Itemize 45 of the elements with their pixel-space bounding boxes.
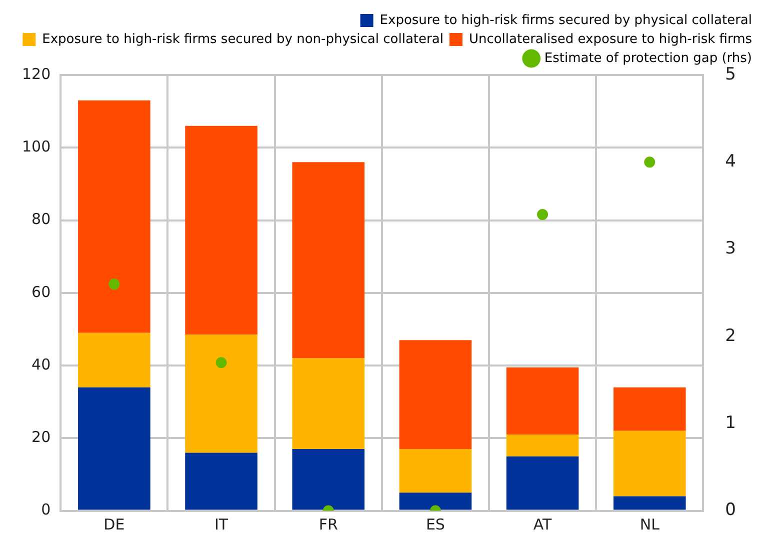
point [644,156,656,168]
y2-tick-label: 1 [725,413,736,434]
bar [506,367,579,435]
x-tick-label: ES [426,516,445,534]
y2-tick-label: 4 [725,152,736,172]
point [108,278,120,290]
y2-tick-label: 2 [725,326,736,346]
y-tick-label: 80 [32,210,51,228]
x-tick-label: IT [214,516,229,534]
bar [506,456,579,510]
bar [78,100,150,333]
legend-label: Exposure to high-risk firms secured by physical collateral [380,12,752,28]
legend-label: Estimate of protection gap (rhs) [544,50,752,66]
legend-label: Uncollateralised exposure to high-risk firms [468,32,752,47]
point [537,208,548,220]
y-tick-label: 20 [32,428,51,446]
bar [185,452,258,510]
bar [292,358,365,450]
y-tick-label: 40 [32,355,51,374]
bar [506,434,579,456]
x-tick-label: AT [533,516,553,534]
y-tick-label: 120 [22,64,51,83]
y2-tick-label: 3 [725,238,736,259]
bar [292,162,365,358]
x-tick-label: NL [640,516,660,534]
y-tick-label: 0 [41,500,51,519]
bar [613,430,686,496]
y2-tick-label: 0 [725,500,736,520]
bar [399,449,472,493]
bar [78,332,150,388]
point [216,357,227,368]
bar [399,492,472,510]
bar [399,340,472,450]
bar [613,496,686,510]
bar [292,449,365,510]
bar [185,126,258,335]
bar [613,387,686,431]
y-tick-label: 100 [22,138,51,156]
bar [185,334,258,453]
x-tick-label: DE [104,516,125,534]
y-tick-label: 60 [32,282,51,301]
x-tick-label: FR [318,516,338,534]
y2-tick-label: 5 [725,64,736,84]
legend-label: Exposure to high-risk firms secured by non-physical collateral [42,32,444,47]
bar [78,387,150,510]
